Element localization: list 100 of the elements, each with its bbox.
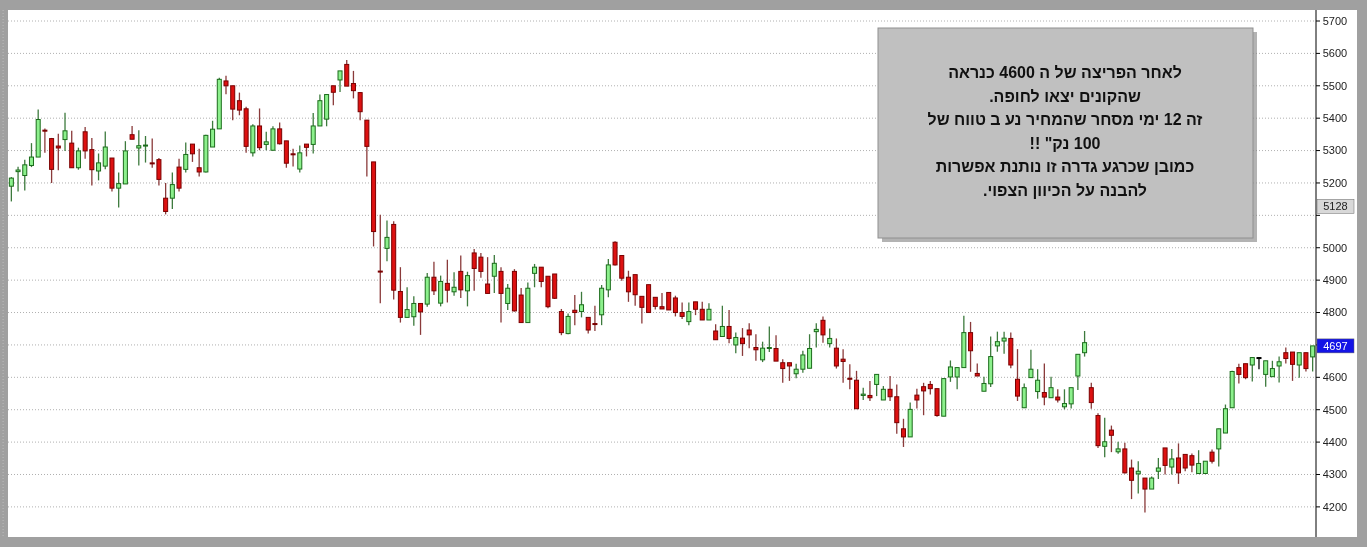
y-tick-label: 5000 [1322, 241, 1348, 254]
annotation: 5128 [1323, 200, 1348, 213]
candlestick [766, 325, 772, 353]
candlestick [458, 254, 464, 299]
candlestick [1303, 352, 1309, 373]
candlestick [827, 327, 833, 349]
price-tag: 5128 [1316, 199, 1355, 214]
candlestick [418, 302, 424, 336]
annotation: כמובן שכרגע גדרה זו נותנת אפשרות [935, 158, 1195, 175]
candlestick [1102, 417, 1108, 458]
candlestick [464, 271, 470, 308]
candlestick [1142, 477, 1148, 514]
y-tick-label: 5200 [1322, 176, 1348, 189]
candlestick [444, 259, 450, 304]
candlestick [42, 127, 48, 154]
candlestick [62, 112, 68, 152]
candlestick [760, 341, 766, 363]
candlestick [773, 334, 779, 362]
candlestick [136, 129, 142, 167]
candlestick [1196, 449, 1202, 475]
candlestick [196, 147, 202, 178]
candlestick [921, 382, 927, 416]
candlestick [1021, 382, 1027, 409]
candlestick [820, 315, 826, 344]
annotation: זה 12 ימי מסחר שהמחיר נע ב טווח של [927, 111, 1203, 128]
candlestick [102, 130, 108, 171]
y-tick-label: 4800 [1322, 306, 1348, 319]
candlestick [733, 331, 739, 354]
y-tick-label: 4500 [1322, 403, 1348, 416]
annotation: לאחר הפריצה של ה 4600 כנראה [948, 64, 1182, 81]
candlestick [1263, 360, 1269, 388]
candlestick [75, 147, 81, 171]
annotation: שהקונים יצאו לחופה. [989, 87, 1141, 105]
candlestick [1068, 387, 1074, 410]
candlestick [813, 322, 819, 349]
candlestick [129, 125, 135, 140]
candlestick [143, 135, 149, 164]
candlestick [384, 219, 390, 262]
candlestick [330, 85, 336, 106]
candlestick [968, 321, 974, 373]
annotation: 100 נק" !! [1029, 134, 1101, 152]
candlestick [914, 388, 920, 410]
candlestick [786, 362, 792, 382]
candlestick [746, 322, 752, 349]
candlestick [1035, 368, 1041, 400]
candlestick [1249, 356, 1255, 383]
candlestick [1075, 353, 1081, 391]
candlestick [1015, 348, 1021, 402]
candlestick [505, 283, 511, 311]
candlestick [632, 273, 638, 307]
candlestick [1041, 362, 1047, 406]
candlestick [1122, 442, 1128, 475]
candlestick [1290, 351, 1296, 382]
candlestick [28, 142, 34, 168]
candlestick [1169, 448, 1175, 476]
candlestick [1175, 442, 1181, 485]
candlestick [498, 266, 504, 324]
candlestick [169, 171, 175, 210]
candlestick [1115, 441, 1121, 455]
candlestick [1048, 376, 1054, 399]
candlestick [431, 261, 437, 296]
annotation: 4697 [1323, 339, 1348, 352]
candlestick [176, 158, 182, 193]
candlestick [532, 263, 538, 288]
candlestick [116, 171, 122, 209]
candlestick [1088, 382, 1094, 410]
candlestick [625, 270, 631, 303]
candlestick [699, 301, 705, 321]
candlestick [847, 363, 853, 390]
candlestick [377, 214, 383, 304]
candlestick [438, 274, 444, 308]
candlestick [337, 70, 343, 93]
candlestick [8, 176, 14, 203]
candlestick [491, 254, 497, 294]
candlestick [1310, 345, 1316, 373]
candlestick [867, 380, 873, 402]
candlestick [485, 256, 491, 295]
y-tick-label: 4600 [1322, 371, 1348, 384]
candlestick [753, 333, 759, 362]
candlestick [1082, 330, 1088, 358]
y-tick-label: 5500 [1322, 79, 1348, 92]
candlestick [1296, 352, 1302, 379]
candlestick [1216, 428, 1222, 468]
candlestick [451, 271, 457, 297]
candlestick [1061, 388, 1067, 411]
candlestick [900, 418, 906, 448]
candlestick [1276, 355, 1282, 384]
y-tick-label: 5600 [1322, 47, 1348, 60]
candlestick [163, 182, 169, 216]
candlestick [719, 305, 725, 338]
candlestick [55, 133, 61, 171]
y-tick-label: 4200 [1322, 500, 1348, 513]
candlestick [1108, 424, 1114, 453]
annotation: להבנה על הכיוון הצפוי. [982, 181, 1148, 199]
candlestick [579, 291, 585, 319]
y-tick-label: 4900 [1322, 273, 1348, 286]
candlestick [96, 152, 102, 182]
candlestick [1256, 356, 1262, 370]
candlestick [726, 309, 732, 344]
price-tag: 4697 [1316, 338, 1355, 354]
